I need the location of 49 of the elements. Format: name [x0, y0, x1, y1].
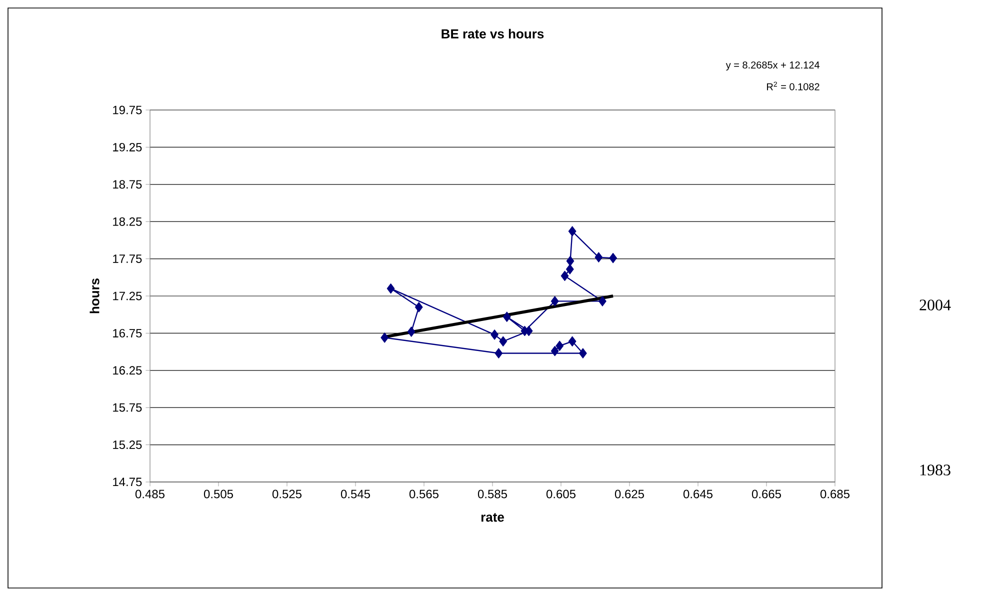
x-tick-label: 0.565: [409, 490, 439, 498]
point: [560, 270, 569, 282]
x-tick-label: 0.525: [272, 490, 302, 498]
text: 1983: [920, 464, 950, 476]
point: [578, 348, 587, 359]
x-tick-label: 0.545: [340, 490, 370, 498]
point: [502, 312, 511, 322]
x-tick-label: 0.505: [204, 490, 234, 498]
y-tick-label: 16.75: [113, 328, 142, 338]
point: [550, 346, 559, 356]
y-tick-label: 17.25: [113, 292, 142, 300]
x-tick-label: 0.625: [614, 490, 644, 498]
point: [414, 302, 423, 312]
point: [407, 326, 416, 337]
point: [598, 296, 606, 306]
x-tick-label: 0.605: [546, 490, 576, 498]
point: [594, 252, 603, 263]
y-tick-label: 18.25: [113, 217, 142, 226]
point: [609, 252, 618, 264]
point: [499, 336, 508, 347]
y-tick-label: 18.75: [113, 180, 142, 189]
point: [566, 256, 574, 266]
point: [494, 348, 503, 359]
x-tick-label: 0.485: [135, 490, 165, 498]
point: [556, 340, 564, 352]
point: [568, 336, 576, 347]
text: y = 8.2685x + 12.124: [726, 61, 820, 71]
y-tick-label: 19.25: [113, 142, 142, 152]
point: [380, 332, 389, 343]
point: [550, 296, 559, 306]
x-tick-label: 0.685: [820, 490, 850, 498]
y-tick-label: 14.75: [113, 478, 142, 486]
y-tick-label: 15.25: [113, 440, 142, 450]
x-axis-title: rate: [481, 513, 504, 522]
y-tick-label: 17.75: [113, 254, 142, 263]
point: [566, 264, 574, 274]
point: [490, 329, 499, 340]
text: R$^{2}$ = 0.1082: [767, 82, 820, 90]
text: 2004: [920, 300, 951, 310]
x-tick-label: 0.645: [683, 490, 712, 498]
y-tick-label: 16.25: [113, 366, 142, 375]
point: [386, 283, 395, 294]
y-axis-title: hours: [90, 278, 100, 314]
y-tick-label: 15.75: [113, 403, 142, 412]
chart-title: BE rate vs hours: [442, 28, 544, 38]
y-tick-label: 19.75: [113, 106, 142, 114]
point: [568, 226, 576, 237]
x-tick-label: 0.665: [752, 490, 781, 498]
x-tick-label: 0.585: [478, 490, 508, 498]
